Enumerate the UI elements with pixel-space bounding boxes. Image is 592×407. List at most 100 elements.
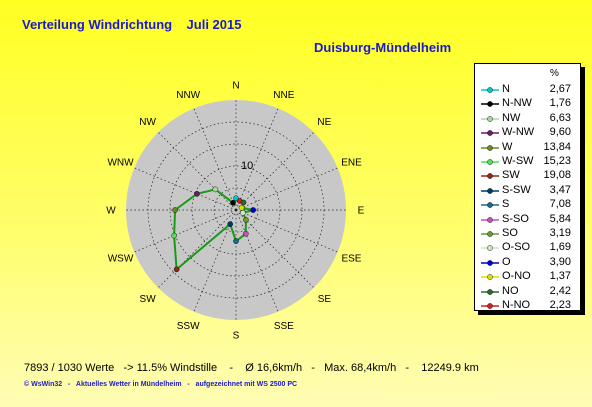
legend-label: NO (502, 284, 519, 297)
legend-value: 2,42 (549, 284, 571, 297)
legend-label: S (502, 198, 510, 211)
legend-swatch (481, 245, 499, 252)
legend-item-no: NO 2,42 (475, 285, 580, 299)
direction-label: N (232, 81, 239, 92)
legend-item-so: SO 3,19 (475, 227, 580, 241)
summary-stats: 7893 / 1030 Werte -> 11.5% Windstille - … (24, 362, 479, 374)
legend-swatch (481, 173, 499, 180)
legend-value: 9,60 (549, 126, 571, 139)
station-name: Duisburg-Mündelheim (314, 40, 452, 55)
legend-label: N-NO (502, 299, 531, 311)
direction-label: SW (140, 294, 157, 305)
data-point-e (250, 207, 256, 213)
legend-item-w-sw: W-SW 15,23 (475, 155, 580, 169)
legend: % N 2,67 N-NW 1,76 NW 6,63 W-NW 9,60 W 13,84 W-SW 1… (474, 63, 581, 311)
legend-value: 2,23 (549, 299, 571, 311)
legend-label: S-SO (502, 212, 529, 225)
legend-item-s-so: S-SO 5,84 (475, 213, 580, 227)
direction-label: S (233, 331, 240, 342)
direction-label: ENE (341, 158, 362, 169)
legend-swatch (481, 231, 499, 237)
legend-label: W (502, 140, 513, 153)
legend-swatch (481, 144, 499, 151)
legend-item-n-no: N-NO 2,23 (475, 299, 580, 313)
legend-item-o-no: O-NO 1,37 (475, 270, 580, 284)
data-point-w (172, 207, 178, 213)
legend-value: 3,90 (549, 255, 571, 268)
legend-label: SO (502, 227, 518, 239)
legend-value: 13,84 (543, 140, 571, 153)
grid-ring (213, 187, 259, 233)
legend-swatch (481, 159, 499, 165)
legend-label: O (502, 255, 511, 268)
legend-item-nw: NW 6,63 (475, 112, 580, 126)
legend-swatch (481, 130, 499, 136)
legend-value: 15,23 (543, 155, 571, 167)
legend-value: 1,69 (549, 241, 571, 254)
direction-label: E (358, 206, 365, 217)
direction-label: NNW (176, 90, 200, 101)
data-point-sse (243, 230, 249, 237)
legend-swatch (481, 115, 499, 122)
legend-value: 1,37 (549, 270, 571, 283)
legend-label: W-SW (502, 155, 534, 167)
data-point-ese (240, 210, 246, 216)
legend-swatch (481, 288, 499, 295)
legend-swatch (481, 101, 499, 108)
legend-value: 2,67 (549, 83, 571, 95)
legend-value: 1,76 (549, 97, 571, 110)
direction-label: SE (318, 294, 332, 305)
data-point-wsw (171, 232, 177, 239)
data-point-n (233, 195, 239, 202)
legend-item-o: O 3,90 (475, 256, 580, 270)
chart-title: Verteilung Windrichtung Juli 2015 (22, 17, 242, 32)
legend-value: 19,08 (543, 169, 571, 182)
legend-value: 3,19 (549, 227, 571, 239)
data-point-nw (212, 186, 219, 193)
legend-label: N (502, 83, 510, 95)
data-point-ssw (227, 221, 233, 227)
legend-label: NW (502, 111, 521, 124)
legend-item-sw: SW 19,08 (475, 169, 580, 183)
data-point-sw (173, 266, 180, 273)
ring-label: 10 (241, 160, 253, 172)
legend-item-n-nw: N-NW 1,76 (475, 97, 580, 111)
direction-label: NW (139, 117, 156, 128)
legend-item-w-nw: W-NW 9,60 (475, 126, 580, 140)
legend-value: 7,08 (549, 198, 571, 211)
data-point-ne (240, 199, 247, 206)
legend-item-n: N 2,67 (475, 83, 580, 97)
direction-label: ESE (341, 253, 361, 264)
data-point-s (233, 238, 239, 244)
legend-item-s-sw: S-SW 3,47 (475, 184, 580, 198)
legend-swatch (481, 303, 499, 309)
data-point-ene (238, 204, 245, 211)
legend-swatch (481, 216, 499, 223)
legend-label: S-SW (502, 183, 531, 196)
direction-label: NNE (273, 90, 294, 101)
legend-swatch (481, 187, 499, 194)
legend-value: 5,84 (549, 212, 571, 225)
legend-item-o-so: O-SO 1,69 (475, 241, 580, 255)
direction-label: WSW (108, 253, 134, 264)
data-point-se (243, 217, 249, 223)
legend-value: 3,47 (549, 183, 571, 196)
direction-label: NE (317, 117, 331, 128)
legend-item-w: W 13,84 (475, 141, 580, 155)
legend-item-s: S 7,08 (475, 198, 580, 212)
legend-label: W-NW (502, 126, 535, 139)
grid-ring (169, 143, 303, 277)
data-point-nnw (230, 200, 236, 206)
direction-label: SSW (177, 321, 200, 332)
legend-label: O-SO (502, 241, 531, 254)
direction-label: WNW (107, 158, 134, 169)
legend-swatch (481, 87, 499, 93)
direction-label: SSE (274, 321, 294, 332)
direction-label: W (106, 206, 116, 217)
legend-swatch (481, 202, 499, 208)
legend-value: 6,63 (549, 111, 571, 124)
legend-label: SW (502, 169, 520, 182)
legend-swatch (481, 274, 499, 280)
